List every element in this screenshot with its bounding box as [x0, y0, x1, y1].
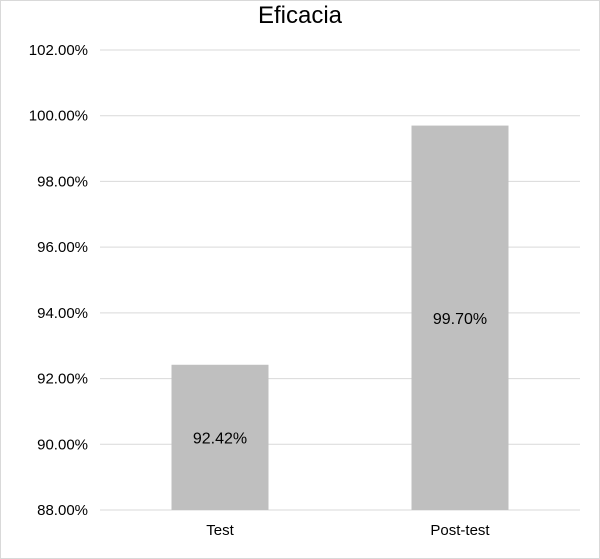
data-label: 99.70%: [433, 311, 487, 328]
y-tick-label: 102.00%: [29, 42, 88, 59]
y-tick-label: 88.00%: [37, 502, 88, 519]
x-tick-label: Test: [206, 522, 234, 539]
y-tick-label: 94.00%: [37, 305, 88, 322]
y-tick-label: 98.00%: [37, 173, 88, 190]
x-tick-label: Post-test: [430, 522, 490, 539]
chart-title: Eficacia: [257, 2, 343, 29]
y-tick-label: 90.00%: [37, 436, 88, 453]
y-tick-label: 100.00%: [29, 108, 88, 125]
y-tick-label: 92.00%: [37, 371, 88, 388]
data-label: 92.42%: [193, 430, 247, 447]
bar: [411, 125, 509, 511]
bar: [171, 364, 269, 510]
y-tick-label: 96.00%: [37, 239, 88, 256]
